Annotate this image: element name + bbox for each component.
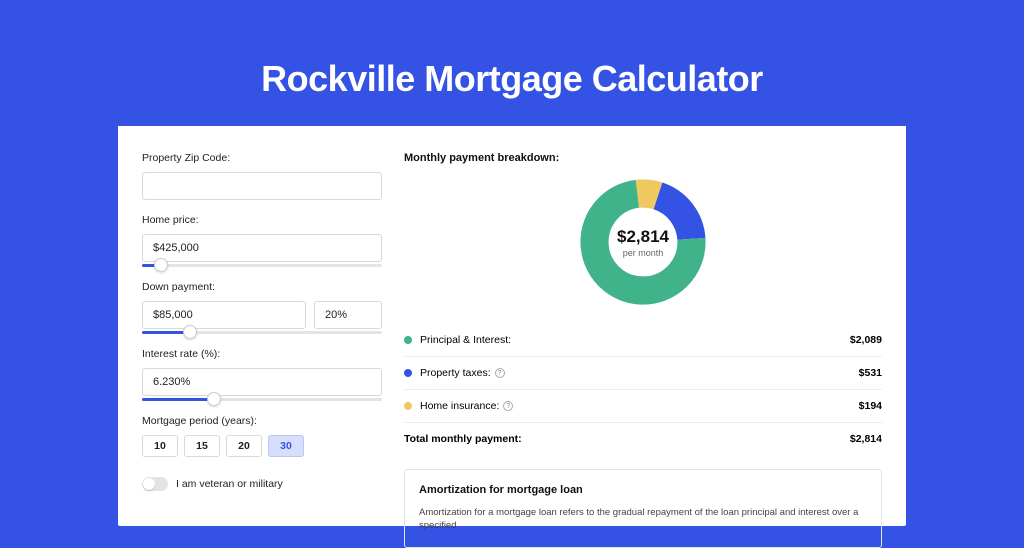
donut-amount: $2,814	[617, 227, 669, 247]
down-payment-input[interactable]	[142, 301, 306, 329]
legend-label: Property taxes:?	[420, 367, 859, 379]
field-interest-rate: Interest rate (%):	[142, 348, 382, 401]
legend-row-0: Principal & Interest:$2,089	[404, 324, 882, 357]
field-home-price: Home price:	[142, 214, 382, 267]
down-payment-pct-input[interactable]	[314, 301, 382, 329]
zip-label: Property Zip Code:	[142, 152, 382, 164]
interest-rate-label: Interest rate (%):	[142, 348, 382, 360]
period-btn-20[interactable]: 20	[226, 435, 262, 457]
period-btn-15[interactable]: 15	[184, 435, 220, 457]
form-column: Property Zip Code: Home price: Down paym…	[142, 152, 382, 516]
period-btn-30[interactable]: 30	[268, 435, 304, 457]
period-label: Mortgage period (years):	[142, 415, 382, 427]
total-value: $2,814	[850, 433, 882, 445]
veteran-toggle-label: I am veteran or military	[176, 478, 283, 490]
breakdown-legend: Principal & Interest:$2,089Property taxe…	[404, 324, 882, 455]
legend-row-total: Total monthly payment:$2,814	[404, 423, 882, 455]
zip-input[interactable]	[142, 172, 382, 200]
interest-rate-input[interactable]	[142, 368, 382, 396]
legend-value: $194	[859, 400, 882, 412]
down-payment-slider[interactable]	[142, 331, 382, 334]
breakdown-column: Monthly payment breakdown: $2,814 per mo…	[404, 152, 882, 516]
info-icon[interactable]: ?	[495, 368, 505, 378]
legend-row-2: Home insurance:?$194	[404, 390, 882, 423]
legend-row-1: Property taxes:?$531	[404, 357, 882, 390]
period-btn-10[interactable]: 10	[142, 435, 178, 457]
amortization-box: Amortization for mortgage loan Amortizat…	[404, 469, 882, 548]
info-icon[interactable]: ?	[503, 401, 513, 411]
amortization-title: Amortization for mortgage loan	[419, 484, 867, 496]
veteran-toggle[interactable]	[142, 477, 168, 491]
payment-donut: $2,814 per month	[579, 178, 707, 306]
home-price-slider-thumb[interactable]	[154, 258, 168, 272]
legend-dot	[404, 402, 412, 410]
page-title: Rockville Mortgage Calculator	[261, 58, 763, 100]
legend-dot	[404, 369, 412, 377]
calculator-card: Property Zip Code: Home price: Down paym…	[118, 126, 906, 526]
down-payment-label: Down payment:	[142, 281, 382, 293]
donut-center: $2,814 per month	[579, 178, 707, 306]
down-payment-slider-thumb[interactable]	[183, 325, 197, 339]
legend-label: Principal & Interest:	[420, 334, 850, 346]
home-price-input[interactable]	[142, 234, 382, 262]
interest-rate-slider-thumb[interactable]	[207, 392, 221, 406]
field-down-payment: Down payment:	[142, 281, 382, 334]
veteran-toggle-knob	[143, 478, 155, 490]
interest-rate-slider[interactable]	[142, 398, 382, 401]
home-price-slider[interactable]	[142, 264, 382, 267]
amortization-text: Amortization for a mortgage loan refers …	[419, 506, 867, 533]
donut-sub: per month	[623, 248, 664, 258]
legend-label: Home insurance:?	[420, 400, 859, 412]
veteran-toggle-row: I am veteran or military	[142, 477, 382, 491]
legend-value: $531	[859, 367, 882, 379]
donut-container: $2,814 per month	[404, 178, 882, 306]
field-period: Mortgage period (years): 10 15 20 30	[142, 415, 382, 457]
breakdown-title: Monthly payment breakdown:	[404, 152, 882, 164]
home-price-label: Home price:	[142, 214, 382, 226]
total-label: Total monthly payment:	[404, 433, 850, 445]
field-zip: Property Zip Code:	[142, 152, 382, 200]
legend-value: $2,089	[850, 334, 882, 346]
page-root: Rockville Mortgage Calculator Property Z…	[0, 0, 1024, 512]
legend-dot	[404, 336, 412, 344]
